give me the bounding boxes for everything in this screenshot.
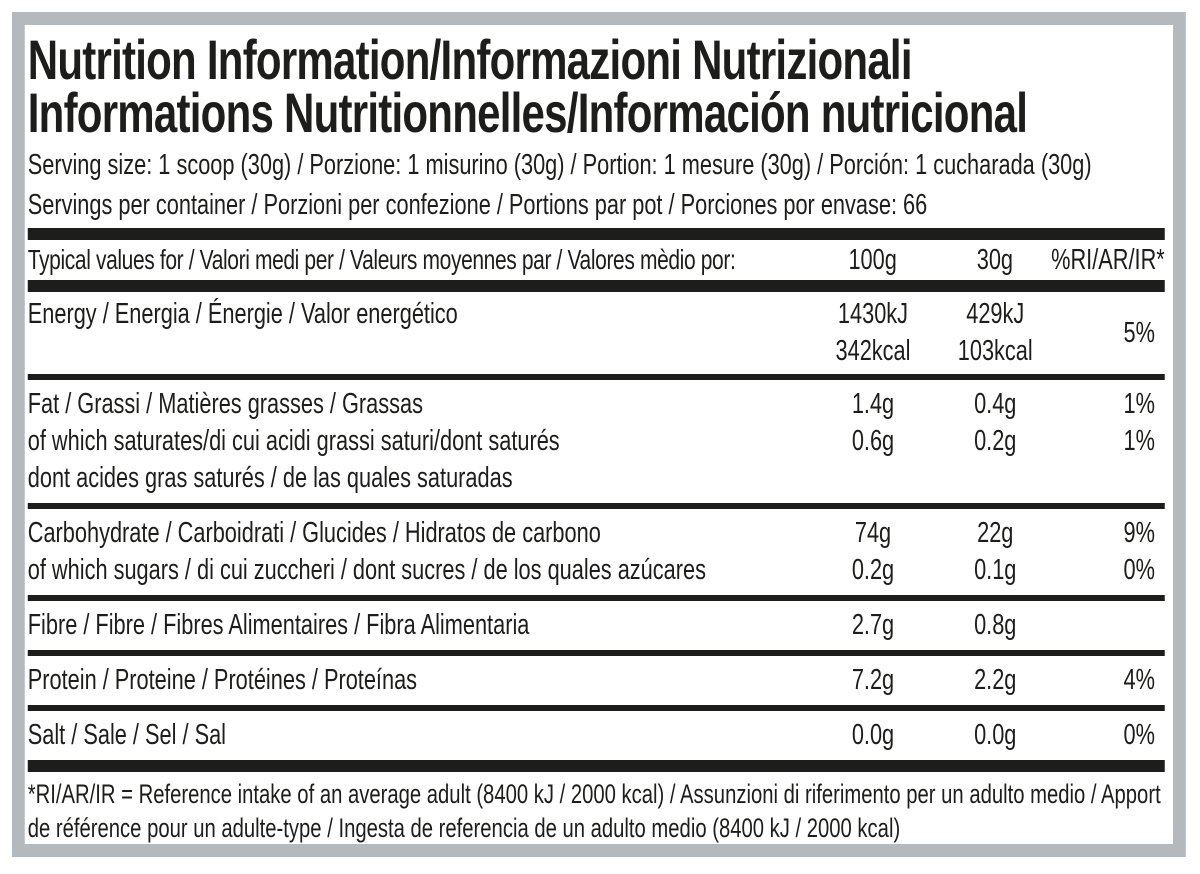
table-header-row: Typical values for / Valori medi per / V… <box>28 240 1165 280</box>
label-frame: Nutrition Information/Informazioni Nutri… <box>12 12 1186 857</box>
title-line-2: Informations Nutritionnelles/Información… <box>27 81 1028 144</box>
carbohydrate-line-1: Carbohydrate / Carboidrati / Glucides / … <box>28 515 1165 552</box>
protein-line: Protein / Proteine / Protéines / Proteín… <box>28 662 1165 699</box>
divider-bar-bottom <box>27 760 1165 772</box>
protein-label: Protein / Proteine / Protéines / Proteín… <box>27 664 418 696</box>
column-header-100g: 100g <box>848 244 897 276</box>
fat-value-100g: 1.4g <box>851 388 895 420</box>
protein-value-100g: 7.2g <box>851 664 895 696</box>
row-separator <box>27 374 1165 380</box>
energy-kcal-30g: 103kcal <box>957 335 1033 367</box>
saturates-ri: 1% <box>1123 425 1155 457</box>
header-typical-values: Typical values for / Valori medi per / V… <box>27 244 736 275</box>
row-separator <box>27 705 1165 711</box>
energy-kj-100g: 1430kJ <box>837 298 909 330</box>
fibre-line: Fibre / Fibre / Fibres Alimentaires / Fi… <box>28 607 1165 644</box>
saturates-label: of which saturates/di cui acidi grassi s… <box>27 425 560 457</box>
table-row-carbohydrate: Carbohydrate / Carboidrati / Glucides / … <box>28 509 1165 595</box>
fibre-label: Fibre / Fibre / Fibres Alimentaires / Fi… <box>27 609 530 641</box>
salt-line: Salt / Sale / Sel / Sal 0.0g 0.0g 0% <box>28 717 1165 754</box>
saturates-value-100g: 0.6g <box>851 425 895 457</box>
table-row-energy: Energy / Energia / Énergie / Valor energ… <box>28 292 1165 374</box>
fat-value-30g: 0.4g <box>974 388 1017 420</box>
saturates-label-continued: dont acides gras saturés / de las quales… <box>27 462 513 494</box>
fat-line-3: dont acides gras saturés / de las quales… <box>28 460 1165 497</box>
energy-kcal-100g: 342kcal <box>835 335 911 367</box>
fat-ri: 1% <box>1123 388 1155 420</box>
reference-intake-footnote: *RI/AR/IR = Reference intake of an avera… <box>27 779 1161 843</box>
column-header-30g: 30g <box>976 244 1014 276</box>
sugars-ri: 0% <box>1123 554 1155 586</box>
row-separator <box>27 595 1165 601</box>
fat-line-1: Fat / Grassi / Matières grasses / Grassa… <box>28 386 1165 423</box>
fat-label: Fat / Grassi / Matières grasses / Grassa… <box>27 388 423 420</box>
carbohydrate-label: Carbohydrate / Carboidrati / Glucides / … <box>27 517 601 549</box>
table-row-fat: Fat / Grassi / Matières grasses / Grassa… <box>28 380 1165 503</box>
salt-value-30g: 0.0g <box>974 719 1017 751</box>
row-separator <box>27 503 1165 509</box>
fibre-value-30g: 0.8g <box>974 609 1017 641</box>
energy-value-100g: 1430kJ 342kcal <box>817 296 930 370</box>
carbohydrate-value-100g: 74g <box>854 517 892 549</box>
divider-bar-header <box>27 280 1165 292</box>
energy-kj-30g: 429kJ <box>966 298 1025 330</box>
sugars-value-30g: 0.1g <box>974 554 1017 586</box>
serving-size-text: Serving size: 1 scoop (30g) / Porzione: … <box>27 149 1092 181</box>
salt-ri: 0% <box>1123 719 1155 751</box>
row-separator <box>27 650 1165 656</box>
fat-line-2: of which saturates/di cui acidi grassi s… <box>28 423 1165 460</box>
fibre-value-100g: 2.7g <box>851 609 895 641</box>
sugars-label: of which sugars / di cui zuccheri / dont… <box>27 554 706 586</box>
protein-ri: 4% <box>1123 664 1155 696</box>
table-row-fibre: Fibre / Fibre / Fibres Alimentaires / Fi… <box>28 601 1165 650</box>
nutrition-label: Nutrition Information/Informazioni Nutri… <box>0 12 1200 857</box>
table-row-protein: Protein / Proteine / Protéines / Proteín… <box>28 656 1165 705</box>
energy-ri: 5% <box>1123 316 1155 349</box>
table-row-salt: Salt / Sale / Sel / Sal 0.0g 0.0g 0% <box>28 711 1165 760</box>
protein-value-30g: 2.2g <box>974 664 1017 696</box>
page-title: Nutrition Information/Informazioni Nutri… <box>27 28 1165 144</box>
salt-value-100g: 0.0g <box>851 719 895 751</box>
carbohydrate-value-30g: 22g <box>977 517 1014 549</box>
salt-label: Salt / Sale / Sel / Sal <box>27 719 227 751</box>
title-line-1: Nutrition Information/Informazioni Nutri… <box>27 28 913 91</box>
carbohydrate-ri: 9% <box>1123 517 1155 549</box>
column-header-ri: %RI/AR/IR* <box>1051 244 1165 276</box>
energy-label: Energy / Energia / Énergie / Valor energ… <box>27 298 458 330</box>
label-content: Nutrition Information/Informazioni Nutri… <box>25 28 1173 844</box>
sugars-value-100g: 0.2g <box>851 554 895 586</box>
saturates-value-30g: 0.2g <box>974 425 1017 457</box>
divider-bar-top <box>27 228 1165 240</box>
servings-per-container-text: Servings per container / Porzioni per co… <box>27 189 928 221</box>
energy-value-30g: 429kJ 103kcal <box>939 296 1052 370</box>
carbohydrate-line-2: of which sugars / di cui zuccheri / dont… <box>28 552 1165 589</box>
